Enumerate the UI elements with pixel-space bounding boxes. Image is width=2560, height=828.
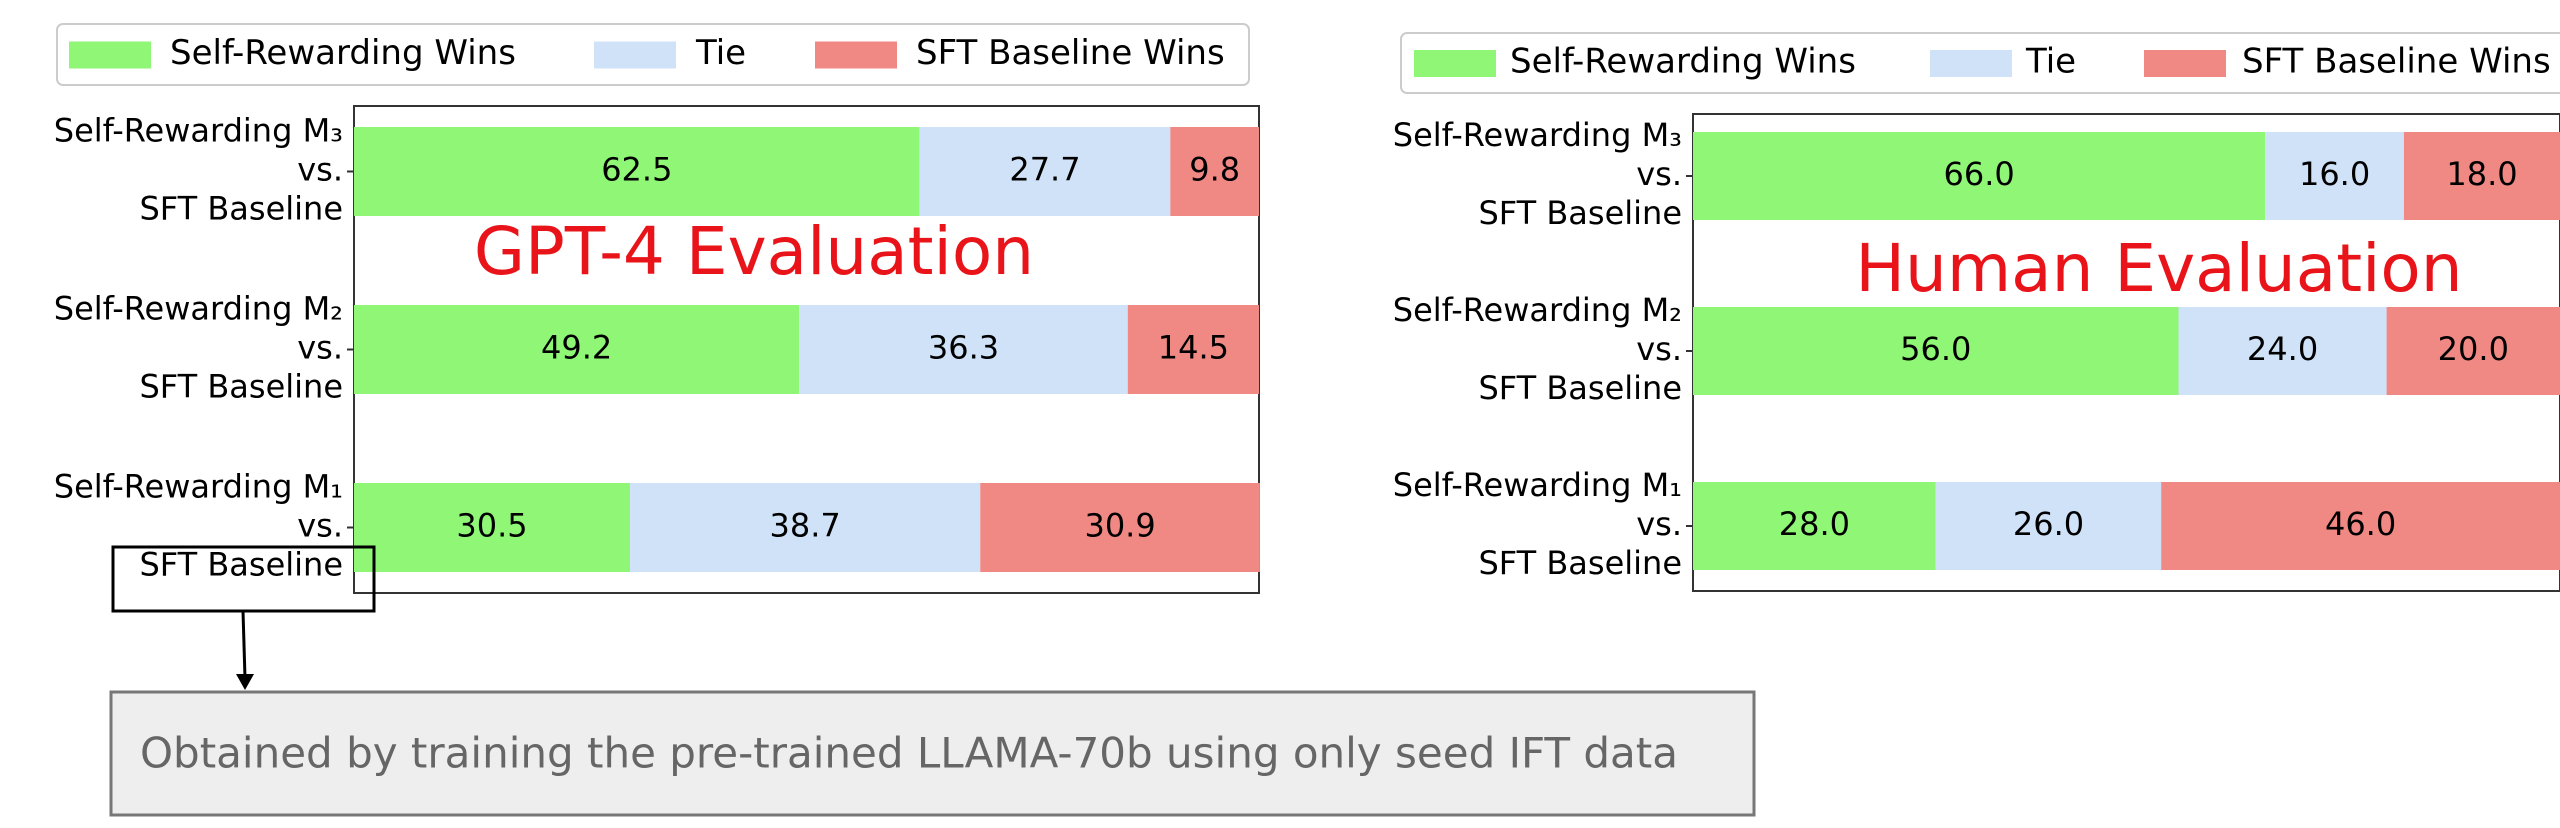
y-tick-label: SFT Baseline [1478,194,1682,232]
legend-swatch [2144,50,2226,77]
bar-segment [2403,132,2560,220]
bar-segment [1693,307,2179,395]
bar-segment [1935,482,2162,570]
legend-label: Tie [695,33,746,73]
bar-segment [919,127,1171,216]
value-label: 66.0 [1943,155,2014,193]
value-label: 62.5 [601,151,672,189]
y-tick-label: Self-Rewarding M₁ [54,468,343,506]
legend-swatch [594,41,676,69]
legend-swatch [815,41,897,69]
y-tick-label: SFT Baseline [139,546,343,584]
y-tick-label: vs. [1636,155,1682,193]
bar-segment [354,305,800,394]
legend-swatch [1414,50,1496,77]
value-label: 28.0 [1779,505,1850,543]
legend-swatch [1930,50,2012,77]
value-label: 49.2 [541,329,612,367]
bar-segment [2386,307,2560,395]
value-label: 26.0 [2013,505,2084,543]
bar-segment [1170,127,1259,216]
y-tick-label: vs. [1636,330,1682,368]
value-label: 20.0 [2438,330,2509,368]
value-label: 30.5 [456,507,527,545]
y-tick-label: vs. [297,507,343,545]
bar-segment [354,127,920,216]
value-label: 30.9 [1084,507,1155,545]
arrow-line [241,610,247,679]
value-label: 27.7 [1009,151,1080,189]
bar-segment [980,483,1260,572]
bar-segment [2161,482,2560,570]
value-label: 14.5 [1158,329,1229,367]
bar-segment [2178,307,2387,395]
arrow-head [236,674,254,690]
legend-label: Self-Rewarding Wins [170,33,516,73]
legend-label: Self-Rewarding Wins [1510,42,1856,82]
y-tick-label: vs. [297,151,343,189]
y-tick-label: Self-Rewarding M₁ [1393,466,1682,504]
legend-swatch [69,41,151,69]
y-tick-label: vs. [297,329,343,367]
y-tick-label: Self-Rewarding M₂ [1393,291,1682,329]
value-label: 56.0 [1900,330,1971,368]
y-tick-label: SFT Baseline [1478,369,1682,407]
callout-box [109,690,1756,817]
bar-segment [1127,305,1259,394]
bar-segment [354,483,631,572]
value-label: 9.8 [1189,151,1240,189]
value-label: 46.0 [2325,505,2396,543]
y-tick-label: SFT Baseline [139,368,343,406]
legend-label: SFT Baseline Wins [916,33,1225,73]
value-label: 36.3 [928,329,999,367]
value-label: 24.0 [2247,330,2318,368]
value-label: 16.0 [2299,155,2370,193]
chart-title: GPT-4 Evaluation [474,213,1034,290]
bar-segment [799,305,1128,394]
callout-text: Obtained by training the pre-trained LLA… [140,729,1678,778]
chart-title: Human Evaluation [1855,230,2462,307]
y-tick-label: SFT Baseline [139,190,343,228]
bar-segment [1693,482,1936,570]
y-tick-label: Self-Rewarding M₃ [54,112,343,150]
legend-label: SFT Baseline Wins [2242,42,2551,82]
legend-label: Tie [2025,42,2076,82]
value-label: 38.7 [770,507,841,545]
bar-segment [1693,132,2266,220]
y-tick-label: Self-Rewarding M₂ [54,290,343,328]
bar-segment [2265,132,2404,220]
bar-segment [630,483,981,572]
y-tick-label: Self-Rewarding M₃ [1393,116,1682,154]
value-label: 18.0 [2446,155,2517,193]
y-tick-label: SFT Baseline [1478,544,1682,582]
y-tick-label: vs. [1636,505,1682,543]
